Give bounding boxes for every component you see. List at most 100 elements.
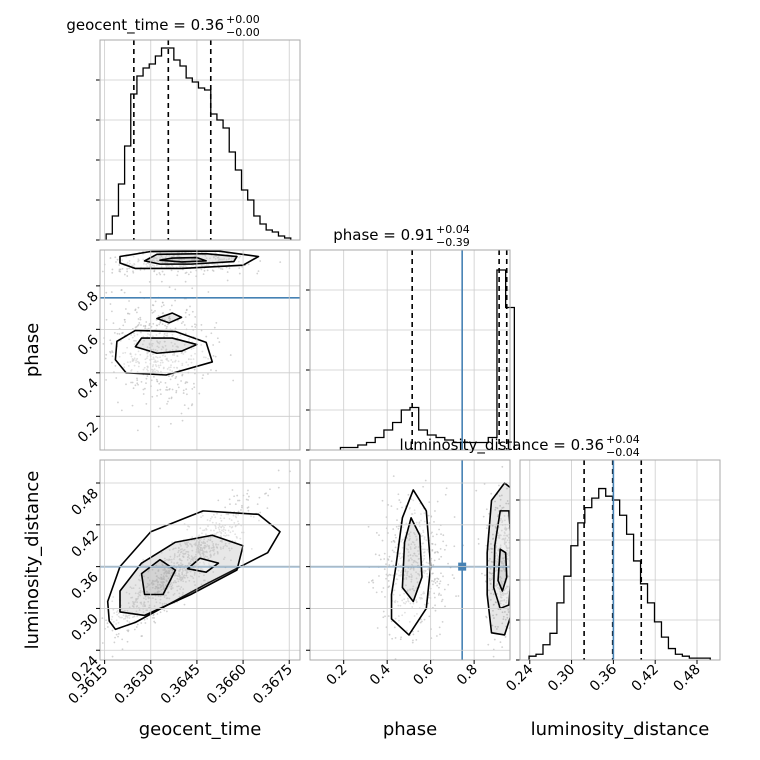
- sample-point: [490, 548, 493, 550]
- sample-point: [237, 513, 240, 516]
- sample-point: [436, 500, 439, 503]
- sample-point: [155, 601, 158, 604]
- sample-point: [506, 585, 508, 588]
- sample-point: [227, 534, 230, 537]
- sample-point: [163, 572, 166, 575]
- sample-point: [203, 556, 206, 559]
- sample-point: [170, 269, 173, 272]
- sample-point: [179, 568, 182, 571]
- sample-point: [494, 559, 497, 562]
- sample-point: [499, 593, 502, 596]
- sample-point: [400, 636, 402, 639]
- sample-point: [157, 569, 160, 572]
- sample-point: [380, 590, 383, 593]
- sample-point: [171, 584, 174, 587]
- sample-point: [388, 585, 391, 588]
- sample-point: [438, 582, 441, 585]
- sample-point: [442, 534, 445, 537]
- sample-point: [157, 315, 160, 317]
- sample-point: [506, 592, 509, 595]
- sample-point: [134, 308, 137, 311]
- sample-point: [191, 310, 194, 313]
- sample-point: [481, 572, 483, 575]
- sample-point: [191, 545, 193, 548]
- sample-point: [170, 586, 173, 588]
- sample-point: [200, 541, 203, 544]
- sample-point: [209, 519, 211, 522]
- sample-point: [126, 270, 129, 273]
- contour-level: [492, 510, 510, 610]
- sample-point: [162, 585, 165, 588]
- sample-point: [183, 324, 186, 326]
- sample-point: [445, 544, 448, 547]
- sample-point: [491, 524, 494, 527]
- sample-point: [419, 597, 422, 600]
- sample-point: [394, 536, 397, 539]
- sample-point: [210, 369, 212, 371]
- sample-point: [170, 396, 173, 399]
- sample-point: [489, 583, 492, 585]
- sample-point: [175, 581, 177, 584]
- sample-point: [190, 348, 193, 350]
- sample-point: [426, 572, 429, 575]
- sample-point: [156, 591, 159, 594]
- sample-point: [161, 604, 164, 607]
- sample-point: [238, 267, 241, 270]
- sample-point: [505, 541, 508, 544]
- sample-point: [115, 377, 118, 379]
- sample-point: [501, 507, 504, 509]
- sample-point: [154, 359, 157, 362]
- sample-point: [420, 519, 422, 522]
- sample-point: [178, 558, 181, 561]
- sample-point: [127, 629, 130, 632]
- sample-point: [170, 359, 173, 361]
- sample-point: [228, 263, 230, 266]
- sample-point: [440, 572, 442, 575]
- sample-point: [503, 611, 506, 613]
- sample-point: [155, 575, 158, 578]
- sample-point: [201, 549, 204, 551]
- sample-point: [154, 257, 157, 259]
- sample-point: [256, 272, 259, 275]
- sample-point: [213, 533, 216, 536]
- sample-point: [412, 554, 414, 557]
- sample-point: [192, 577, 195, 580]
- sample-point: [128, 606, 131, 609]
- sample-point: [124, 351, 127, 354]
- sample-point: [407, 543, 410, 546]
- sample-point: [167, 360, 170, 362]
- sample-point: [188, 557, 191, 560]
- sample-point: [412, 569, 415, 571]
- sample-point: [505, 546, 508, 548]
- sample-point: [158, 590, 161, 593]
- sample-point: [374, 553, 377, 556]
- sample-point: [159, 611, 162, 614]
- sample-point: [495, 562, 498, 565]
- sample-point: [123, 273, 126, 276]
- sample-point: [111, 310, 113, 313]
- sample-point: [216, 256, 219, 259]
- sample-point: [431, 572, 434, 575]
- sample-point: [501, 622, 504, 625]
- sample-point: [390, 560, 393, 563]
- sample-point: [144, 605, 147, 608]
- sample-point: [125, 614, 127, 617]
- sample-point: [182, 389, 185, 392]
- sample-point: [171, 345, 174, 347]
- sample-point: [201, 265, 203, 267]
- sample-point: [173, 558, 175, 560]
- sample-point: [415, 521, 418, 524]
- sample-point: [499, 576, 502, 579]
- sample-point: [407, 551, 410, 553]
- sample-point: [505, 534, 508, 537]
- sample-point: [120, 616, 123, 619]
- sample-point: [148, 280, 151, 283]
- sample-point: [136, 333, 139, 336]
- sample-point: [216, 512, 218, 515]
- sample-point: [397, 604, 400, 607]
- sample-point: [183, 404, 186, 406]
- sample-point: [421, 620, 423, 623]
- sample-point: [170, 561, 173, 564]
- sample-point: [202, 554, 205, 557]
